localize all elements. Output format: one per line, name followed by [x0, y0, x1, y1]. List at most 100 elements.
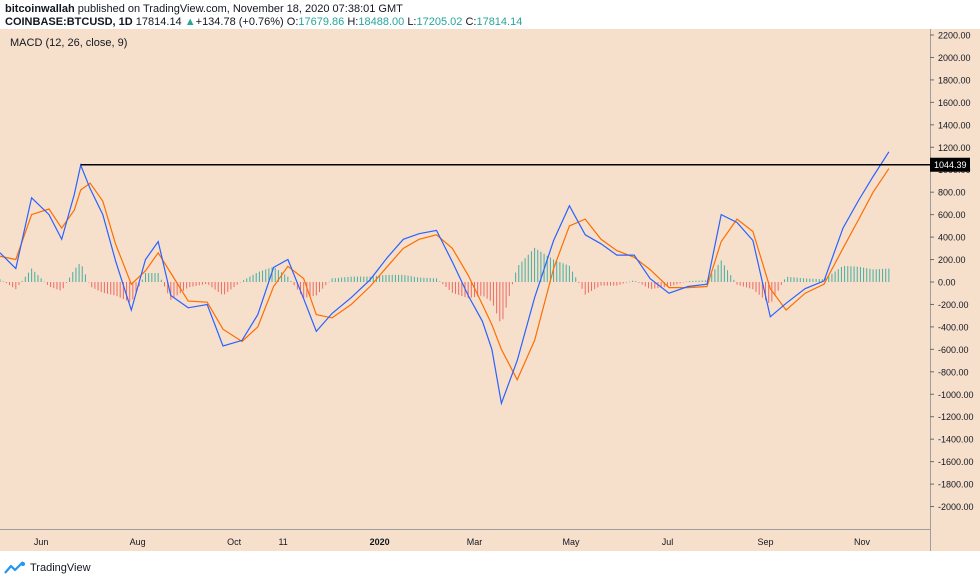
histogram-bar — [698, 280, 700, 282]
histogram-bar — [628, 281, 630, 283]
histogram-bar — [344, 277, 346, 282]
macd-chart[interactable]: 2200.00 2000.00 1800.00 1600.00 1400.00 1200.… — [0, 29, 980, 555]
histogram-bar — [758, 282, 760, 295]
histogram-bar — [546, 255, 548, 282]
histogram-bar — [768, 282, 770, 304]
publisher-name[interactable]: bitcoinwallah — [5, 3, 75, 15]
histogram-bar — [831, 273, 833, 282]
y-tick-label: 400.00 — [938, 233, 966, 243]
histogram-bar — [360, 276, 362, 282]
histogram-bar — [293, 282, 295, 286]
histogram-bar — [198, 282, 200, 286]
histogram-bar — [670, 282, 672, 287]
y-tick-label: -1400.00 — [938, 435, 974, 445]
histogram-bar — [350, 276, 352, 282]
histogram-bar — [442, 282, 444, 285]
histogram-bar — [572, 271, 574, 282]
histogram-bar — [511, 282, 513, 285]
histogram-bar — [866, 268, 868, 282]
histogram-bar — [692, 280, 694, 282]
histogram-bar — [584, 282, 586, 295]
histogram-bar — [581, 282, 583, 289]
histogram-bar — [859, 267, 861, 282]
histogram-bar — [122, 282, 124, 300]
histogram-bar — [62, 282, 64, 289]
histogram-bar — [31, 268, 33, 282]
tradingview-brand[interactable]: TradingView — [30, 562, 91, 574]
histogram-bar — [154, 273, 156, 282]
histogram-bar — [233, 282, 235, 288]
resistance-price-label: 1044.39 — [934, 160, 967, 170]
histogram-bar — [366, 276, 368, 282]
resistance-line[interactable]: 1044.39 — [80, 157, 970, 172]
histogram-bar — [666, 282, 668, 287]
histogram-bar — [331, 278, 333, 282]
histogram-bar — [575, 277, 577, 282]
histogram-bar — [0, 279, 1, 282]
histogram-bar — [878, 269, 880, 282]
histogram-bar — [129, 282, 131, 302]
histogram-bar — [224, 282, 226, 295]
histogram-bar — [802, 278, 804, 282]
histogram-bar — [527, 254, 529, 282]
histogram-bar — [679, 282, 681, 284]
histogram-bar — [882, 268, 884, 282]
histogram-bar — [84, 274, 86, 282]
histogram-bar — [353, 276, 355, 282]
histogram-bar — [508, 282, 510, 296]
histogram-bar — [192, 282, 194, 287]
open-label: O: — [286, 16, 299, 28]
histogram-bar — [103, 282, 105, 294]
histogram-bar — [875, 269, 877, 282]
histogram-bar — [787, 276, 789, 282]
y-tick-label: 1800.00 — [938, 75, 971, 85]
y-tick-label: -400.00 — [938, 322, 969, 332]
histogram-bar — [749, 282, 751, 289]
histogram-bar — [372, 276, 374, 282]
histogram-bar — [347, 276, 349, 282]
histogram-bar — [837, 269, 839, 282]
histogram-bar — [75, 267, 77, 282]
histogram-bar — [606, 282, 608, 286]
high-value: 18488.00 — [358, 16, 405, 28]
histogram-bar — [417, 277, 419, 282]
histogram-bar — [243, 280, 245, 282]
histogram-bar — [727, 270, 729, 282]
histogram-bar — [888, 268, 890, 282]
price-axis[interactable] — [930, 29, 980, 551]
histogram-bar — [777, 282, 779, 291]
histogram-bar — [783, 279, 785, 282]
histogram-bar — [834, 271, 836, 282]
histogram-bar — [622, 282, 624, 284]
histogram-bar — [502, 282, 504, 320]
histogram-bar — [720, 260, 722, 282]
histogram-bar — [262, 270, 264, 282]
histogram-bar — [214, 282, 216, 290]
grid-lines — [0, 29, 931, 551]
histogram-bar — [682, 282, 684, 283]
histogram-bar — [521, 261, 523, 282]
histogram-bar — [119, 282, 121, 298]
symbol-label[interactable]: COINBASE:BTCUSD, 1D — [5, 16, 133, 28]
histogram-bar — [689, 281, 691, 282]
histogram-bar — [170, 282, 172, 300]
histogram-bar — [341, 277, 343, 282]
histogram-bar — [701, 280, 703, 282]
histogram-bar — [549, 257, 551, 282]
x-tick-label: Jul — [662, 537, 674, 547]
histogram-bar — [477, 282, 479, 297]
histogram-bar — [752, 282, 754, 290]
histogram-bar — [271, 267, 273, 282]
histogram-bar — [281, 272, 283, 282]
last-price: 17814.14 — [135, 16, 182, 28]
histogram-bar — [451, 282, 453, 293]
histogram-bar — [205, 282, 207, 285]
histogram-bar — [141, 279, 143, 282]
histogram-bar — [300, 282, 302, 294]
indicator-label[interactable]: MACD (12, 26, close, 9) — [10, 37, 127, 49]
histogram-bar — [413, 276, 415, 282]
histogram-bar — [110, 282, 112, 295]
y-tick-label: -200.00 — [938, 300, 969, 310]
histogram-bar — [176, 282, 178, 296]
histogram-bar — [290, 280, 292, 282]
